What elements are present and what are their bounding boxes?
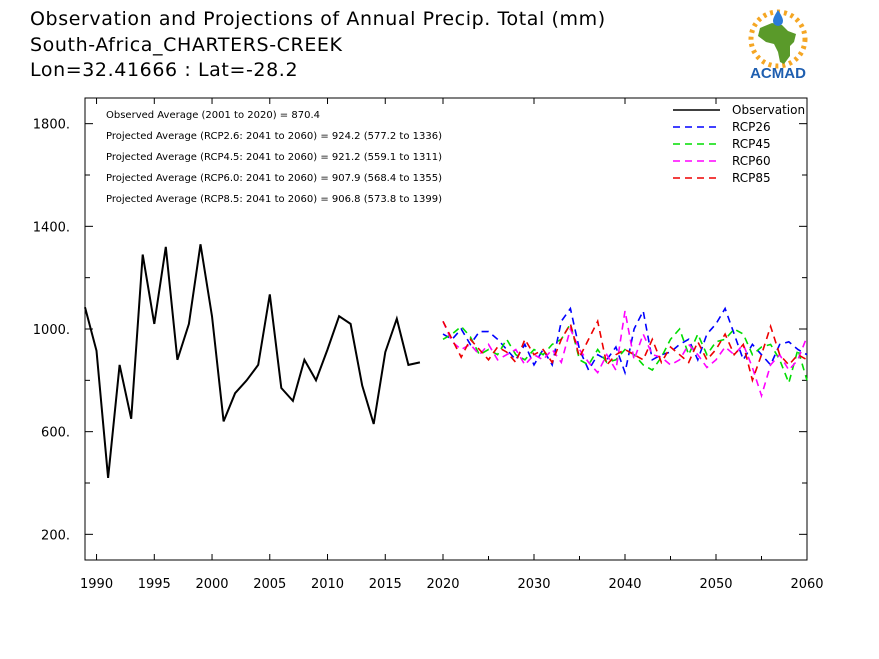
y-tick-label: 200. xyxy=(41,528,70,543)
series-line-rcp26 xyxy=(442,306,808,376)
legend-label: RCP26 xyxy=(732,120,771,134)
legend-label: Observation xyxy=(732,103,805,117)
x-tick-label: 2005 xyxy=(253,577,286,592)
legend-label: RCP45 xyxy=(732,137,771,151)
x-tick-label: 1995 xyxy=(138,577,171,592)
x-tick-label: 2060 xyxy=(790,577,823,592)
series-line-rcp45 xyxy=(442,321,808,386)
series-line-observation xyxy=(84,244,421,479)
legend: Observation RCP26 RCP45 RCP60 RCP85 xyxy=(673,103,805,185)
annotation-text: Projected Average (RCP4.5: 2041 to 2060)… xyxy=(106,152,442,163)
acmad-logo-text: ACMAD xyxy=(750,65,806,82)
series-line-rcp85 xyxy=(442,318,808,384)
x-tick-label: 2015 xyxy=(369,577,402,592)
annotation-text: Projected Average (RCP6.0: 2041 to 2060)… xyxy=(106,173,442,184)
legend-label: RCP85 xyxy=(732,171,771,185)
chart-subtitle-coordinates: Lon=32.41666 : Lat=-28.2 xyxy=(30,59,299,81)
x-tick-label: 2000 xyxy=(195,577,228,592)
x-axis: 1990 1995 2000 2005 2010 2015 2020 2030 2040 2050… xyxy=(80,98,824,592)
y-tick-label: 1400. xyxy=(33,220,70,235)
chart-title: Observation and Projections of Annual Pr… xyxy=(30,8,606,30)
annotations: Observed Average (2001 to 2020) = 870.4 P… xyxy=(106,110,442,205)
annotation-text: Observed Average (2001 to 2020) = 870.4 xyxy=(106,110,320,121)
annotation-text: Projected Average (RCP8.5: 2041 to 2060)… xyxy=(106,194,442,205)
y-tick-label: 1800. xyxy=(33,118,70,133)
y-tick-label: 1000. xyxy=(33,323,70,338)
legend-label: RCP60 xyxy=(732,154,771,168)
y-tick-label: 600. xyxy=(41,426,70,441)
africa-map-icon xyxy=(758,23,796,64)
annotation-text: Projected Average (RCP2.6: 2041 to 2060)… xyxy=(106,131,442,142)
chart-subtitle-station: South-Africa_CHARTERS-CREEK xyxy=(30,34,343,56)
x-tick-label: 1990 xyxy=(80,577,113,592)
water-drop-icon xyxy=(773,10,783,26)
series-layer xyxy=(84,244,808,479)
x-tick-label: 2020 xyxy=(426,577,459,592)
x-tick-label: 2040 xyxy=(608,577,641,592)
series-line-rcp60 xyxy=(442,310,808,399)
acmad-logo: ACMAD xyxy=(748,9,808,82)
plot-frame xyxy=(84,97,808,561)
x-tick-label: 2050 xyxy=(699,577,732,592)
x-tick-label: 2030 xyxy=(517,577,550,592)
x-tick-label: 2010 xyxy=(311,577,344,592)
y-axis: 200. 600. 1000. 1400. 1800. xyxy=(33,118,807,543)
